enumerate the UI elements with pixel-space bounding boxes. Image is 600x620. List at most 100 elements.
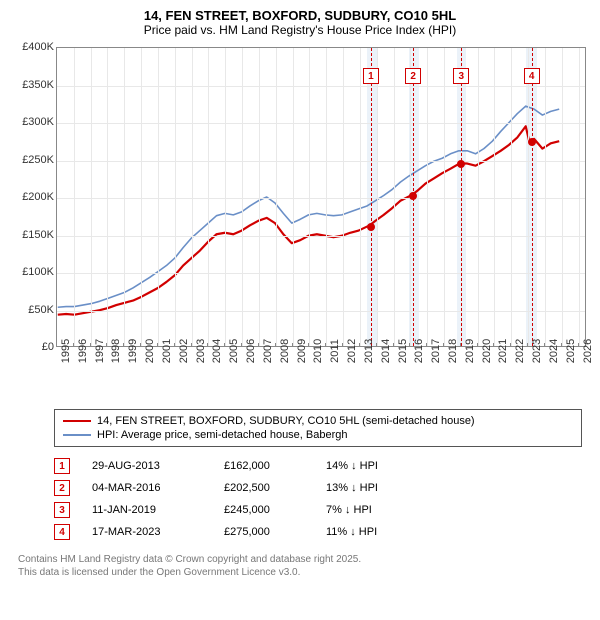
x-tick-mark: [275, 343, 276, 347]
x-tick-label: 2016: [413, 339, 425, 363]
x-gridline: [377, 48, 378, 346]
transaction-pct: 13% ↓ HPI: [326, 482, 436, 494]
x-gridline: [478, 48, 479, 346]
x-tick-mark: [56, 343, 57, 347]
y-gridline: [57, 161, 585, 162]
x-tick-label: 2006: [245, 339, 257, 363]
legend-swatch: [63, 434, 91, 436]
transaction-pct: 11% ↓ HPI: [326, 526, 436, 538]
transaction-row: 417-MAR-2023£275,00011% ↓ HPI: [54, 521, 582, 543]
x-tick-mark: [140, 343, 141, 347]
x-gridline: [545, 48, 546, 346]
transaction-marker: 3: [453, 68, 469, 84]
y-tick-label: £0: [42, 341, 54, 353]
x-tick-mark: [224, 343, 225, 347]
x-tick-mark: [73, 343, 74, 347]
x-tick-label: 1998: [110, 339, 122, 363]
transaction-row: 311-JAN-2019£245,0007% ↓ HPI: [54, 499, 582, 521]
y-tick-label: £50K: [28, 304, 54, 316]
transaction-date: 17-MAR-2023: [92, 526, 202, 538]
x-tick-mark: [174, 343, 175, 347]
transaction-point: [367, 223, 375, 231]
x-tick-mark: [359, 343, 360, 347]
transaction-pct: 7% ↓ HPI: [326, 504, 436, 516]
x-tick-mark: [460, 343, 461, 347]
x-tick-mark: [477, 343, 478, 347]
y-tick-label: £400K: [22, 41, 54, 53]
title-address: 14, FEN STREET, BOXFORD, SUDBURY, CO10 5…: [8, 8, 592, 23]
x-tick-label: 2018: [447, 339, 459, 363]
x-tick-label: 2005: [228, 339, 240, 363]
x-gridline: [259, 48, 260, 346]
transaction-point: [457, 160, 465, 168]
plot-area: 1234: [56, 47, 586, 347]
footer-line2: This data is licensed under the Open Gov…: [18, 566, 582, 579]
y-gridline: [57, 236, 585, 237]
x-gridline: [276, 48, 277, 346]
x-tick-label: 2024: [548, 339, 560, 363]
x-tick-label: 2007: [262, 339, 274, 363]
x-tick-mark: [325, 343, 326, 347]
transaction-price: £202,500: [224, 482, 304, 494]
x-gridline: [494, 48, 495, 346]
x-tick-label: 2025: [565, 339, 577, 363]
y-gridline: [57, 123, 585, 124]
transaction-marker: 2: [405, 68, 421, 84]
x-tick-mark: [292, 343, 293, 347]
x-tick-label: 2014: [380, 339, 392, 363]
transaction-pct: 14% ↓ HPI: [326, 460, 436, 472]
x-tick-mark: [308, 343, 309, 347]
footer-line1: Contains HM Land Registry data © Crown c…: [18, 553, 582, 566]
x-tick-mark: [157, 343, 158, 347]
x-tick-label: 2000: [144, 339, 156, 363]
y-tick-label: £250K: [22, 154, 54, 166]
transaction-number: 3: [54, 502, 70, 518]
x-tick-mark: [393, 343, 394, 347]
x-gridline: [579, 48, 580, 346]
x-tick-mark: [90, 343, 91, 347]
legend-row: HPI: Average price, semi-detached house,…: [63, 428, 573, 442]
transaction-vline: [532, 48, 533, 346]
x-gridline: [175, 48, 176, 346]
x-gridline: [141, 48, 142, 346]
transaction-vline: [371, 48, 372, 346]
x-tick-label: 1995: [60, 339, 72, 363]
x-tick-label: 2017: [430, 339, 442, 363]
transaction-price: £275,000: [224, 526, 304, 538]
transaction-marker: 1: [363, 68, 379, 84]
line-layer: [57, 48, 585, 346]
chart-container: 14, FEN STREET, BOXFORD, SUDBURY, CO10 5…: [0, 0, 600, 587]
x-tick-label: 1997: [94, 339, 106, 363]
legend-label: HPI: Average price, semi-detached house,…: [97, 429, 348, 441]
x-tick-mark: [342, 343, 343, 347]
transaction-number: 2: [54, 480, 70, 496]
x-gridline: [444, 48, 445, 346]
x-tick-label: 2004: [211, 339, 223, 363]
x-gridline: [91, 48, 92, 346]
x-tick-mark: [106, 343, 107, 347]
x-gridline: [225, 48, 226, 346]
x-tick-mark: [527, 343, 528, 347]
x-tick-mark: [544, 343, 545, 347]
y-gridline: [57, 86, 585, 87]
y-tick-label: £150K: [22, 229, 54, 241]
x-tick-mark: [376, 343, 377, 347]
x-gridline: [427, 48, 428, 346]
footer-attribution: Contains HM Land Registry data © Crown c…: [18, 553, 582, 579]
x-gridline: [394, 48, 395, 346]
x-tick-label: 2023: [531, 339, 543, 363]
x-tick-label: 2001: [161, 339, 173, 363]
y-tick-label: £100K: [22, 266, 54, 278]
transaction-number: 1: [54, 458, 70, 474]
transaction-price: £162,000: [224, 460, 304, 472]
transaction-point: [409, 192, 417, 200]
x-gridline: [360, 48, 361, 346]
x-tick-label: 2011: [329, 339, 341, 363]
x-tick-label: 2026: [582, 339, 594, 363]
x-tick-mark: [510, 343, 511, 347]
x-gridline: [343, 48, 344, 346]
x-tick-mark: [258, 343, 259, 347]
x-tick-label: 2003: [195, 339, 207, 363]
y-gridline: [57, 273, 585, 274]
x-tick-label: 2012: [346, 339, 358, 363]
